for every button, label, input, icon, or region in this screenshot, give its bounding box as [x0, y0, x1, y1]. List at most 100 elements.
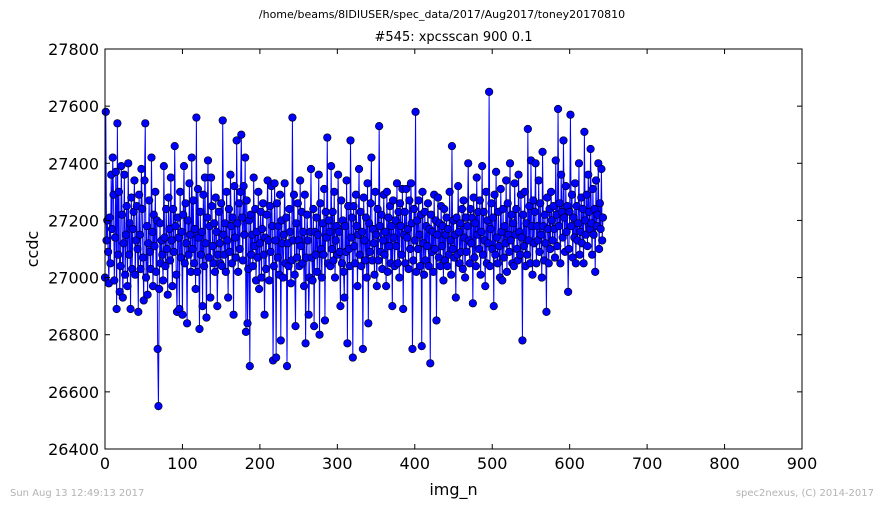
data-point	[564, 287, 573, 296]
data-point	[514, 170, 523, 179]
data-point	[458, 264, 467, 274]
data-point	[488, 213, 498, 222]
data-point	[271, 236, 280, 245]
data-point	[121, 270, 130, 279]
data-point	[499, 253, 508, 262]
data-point	[324, 216, 333, 225]
data-point	[570, 179, 580, 188]
data-point	[471, 219, 480, 228]
data-point	[214, 207, 223, 216]
data-point	[337, 196, 346, 205]
data-point	[239, 182, 248, 191]
data-point	[141, 273, 151, 282]
data-point	[509, 262, 519, 271]
x-tick-label: 800	[709, 454, 740, 473]
data-point	[588, 250, 597, 259]
data-point	[443, 262, 452, 271]
data-point	[424, 262, 433, 271]
data-point	[231, 233, 240, 242]
data-point	[219, 230, 228, 239]
axis-ticks: 0 100 200 300 400 500 600 700 800 900 26400 26600 26…	[48, 40, 817, 473]
data-point	[349, 202, 358, 211]
data-point	[388, 196, 398, 205]
data-point	[366, 199, 375, 208]
data-point	[111, 167, 120, 176]
data-point	[555, 199, 564, 208]
data-point	[296, 176, 305, 185]
data-point	[561, 182, 570, 191]
data-point	[406, 179, 416, 188]
data-point	[350, 242, 359, 251]
data-point	[197, 227, 206, 236]
data-point	[207, 202, 216, 211]
data-point	[452, 213, 461, 222]
data-point	[472, 173, 481, 182]
data-point	[571, 259, 580, 268]
data-point	[299, 227, 308, 236]
x-tick-label: 700	[632, 454, 663, 473]
data-point	[276, 336, 285, 345]
data-point	[371, 187, 380, 196]
data-point	[154, 402, 163, 411]
data-point	[586, 144, 595, 154]
data-point	[254, 187, 263, 196]
data-point	[364, 219, 374, 228]
data-point	[410, 236, 419, 245]
data-point	[164, 193, 173, 202]
y-tick-label: 27200	[48, 211, 99, 230]
data-point	[389, 233, 398, 242]
data-point	[158, 250, 167, 259]
data-point	[538, 147, 547, 156]
data-point	[224, 204, 234, 214]
data-point	[238, 256, 247, 265]
data-point	[462, 247, 471, 256]
data-point	[180, 259, 189, 268]
data-point	[548, 236, 557, 245]
data-point	[418, 187, 427, 196]
data-point	[258, 224, 267, 234]
data-point	[479, 207, 488, 216]
data-point	[505, 247, 514, 256]
data-point	[550, 253, 560, 262]
data-point	[191, 284, 200, 294]
data-point	[138, 253, 148, 262]
data-point	[151, 187, 160, 196]
data-point	[212, 227, 221, 236]
data-point	[330, 187, 339, 196]
data-point	[433, 193, 443, 202]
data-point	[273, 253, 282, 262]
data-point	[145, 196, 154, 205]
data-point	[301, 339, 310, 348]
data-point	[352, 222, 361, 231]
data-point	[426, 210, 436, 219]
data-point	[167, 236, 176, 245]
data-point	[580, 127, 589, 136]
data-point	[312, 213, 321, 222]
data-point	[210, 219, 219, 228]
data-point	[183, 216, 192, 225]
data-point	[303, 210, 312, 219]
data-point	[126, 304, 135, 314]
data-point	[139, 296, 148, 305]
data-point	[457, 204, 467, 214]
data-point	[454, 227, 464, 236]
data-point	[463, 222, 472, 231]
data-point	[575, 250, 584, 259]
data-point	[531, 159, 540, 168]
data-point	[110, 276, 119, 285]
data-point	[203, 213, 212, 222]
data-point	[106, 259, 115, 268]
data-point	[491, 250, 500, 259]
data-point	[370, 270, 379, 279]
data-point	[443, 224, 453, 234]
data-point	[543, 193, 552, 202]
data-point	[262, 210, 271, 219]
data-point	[464, 159, 473, 168]
data-point	[299, 282, 309, 291]
data-point	[135, 230, 144, 239]
data-point	[320, 184, 329, 194]
data-point	[523, 124, 532, 134]
data-point	[380, 250, 389, 259]
data-point	[395, 273, 404, 282]
data-point	[282, 362, 292, 371]
